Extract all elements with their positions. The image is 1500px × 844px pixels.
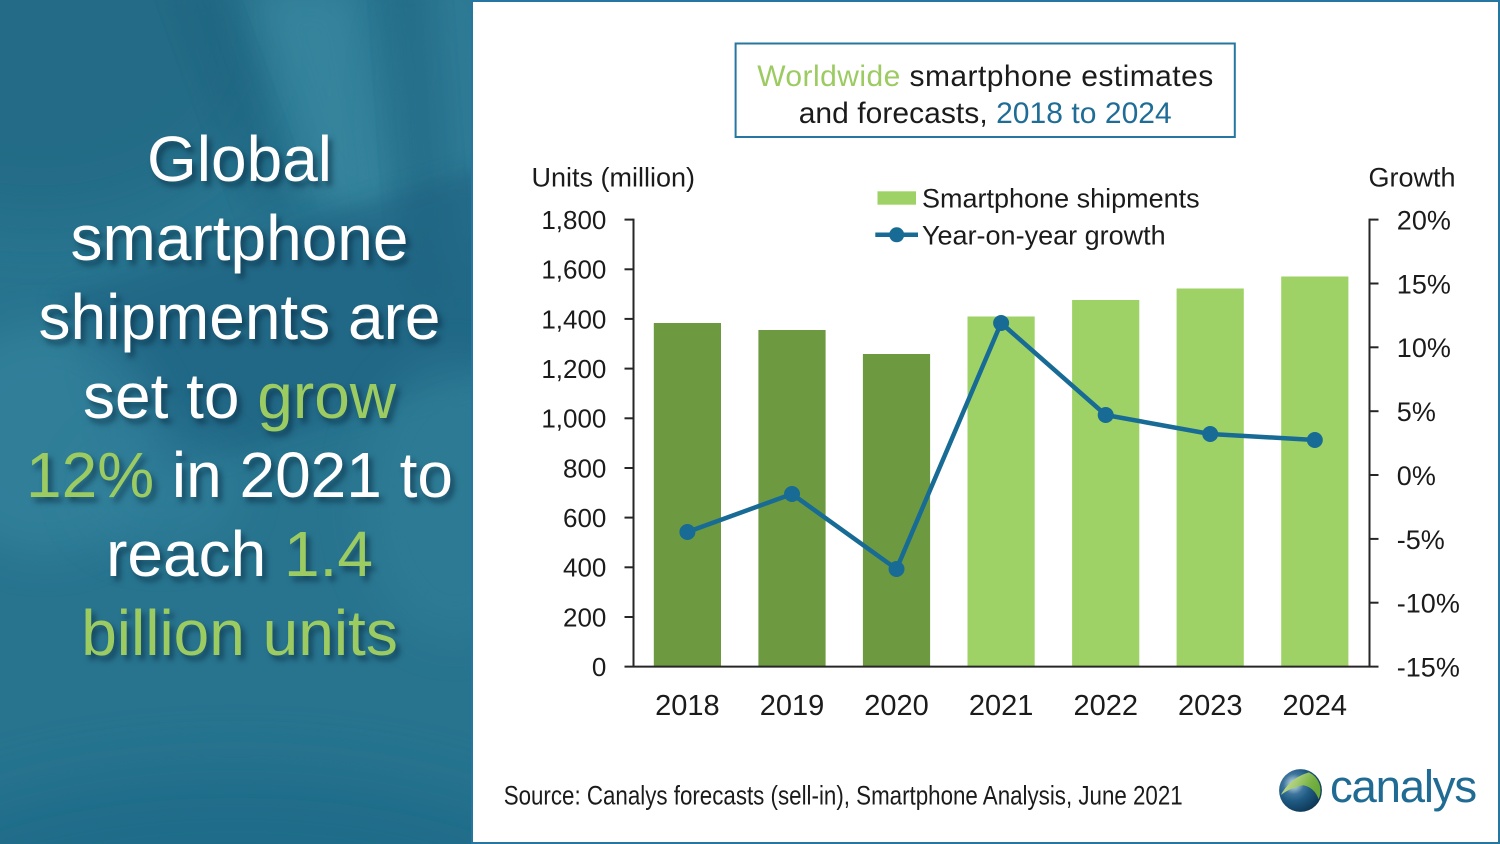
svg-text:-10%: -10% [1397, 589, 1460, 619]
svg-text:400: 400 [563, 553, 606, 583]
svg-text:Year-on-year growth: Year-on-year growth [922, 221, 1166, 251]
svg-text:200: 200 [563, 602, 606, 632]
svg-text:Growth: Growth [1368, 163, 1455, 193]
svg-text:600: 600 [563, 503, 606, 533]
svg-text:-15%: -15% [1397, 653, 1460, 683]
svg-text:canalys: canalys [1330, 761, 1476, 812]
svg-text:0: 0 [592, 652, 606, 682]
svg-text:10%: 10% [1397, 333, 1451, 363]
svg-text:5%: 5% [1397, 397, 1436, 427]
svg-text:20%: 20% [1397, 206, 1451, 236]
svg-text:2024: 2024 [1283, 690, 1348, 722]
svg-text:1,400: 1,400 [541, 304, 606, 334]
svg-text:Smartphone shipments: Smartphone shipments [922, 184, 1200, 214]
svg-text:2020: 2020 [864, 690, 929, 722]
svg-text:2021: 2021 [969, 690, 1034, 722]
svg-text:2022: 2022 [1073, 690, 1138, 722]
svg-text:2023: 2023 [1178, 690, 1243, 722]
svg-text:Units (million): Units (million) [532, 163, 696, 193]
svg-text:15%: 15% [1397, 269, 1451, 299]
svg-text:1,600: 1,600 [541, 255, 606, 285]
svg-text:-5%: -5% [1397, 525, 1445, 555]
svg-text:1,200: 1,200 [541, 354, 606, 384]
svg-text:and forecasts, 2018 to 2024: and forecasts, 2018 to 2024 [799, 97, 1172, 130]
svg-text:Worldwide smartphone estimates: Worldwide smartphone estimates [757, 60, 1213, 93]
svg-text:1,800: 1,800 [541, 205, 606, 235]
svg-text:Source: Canalys forecasts (sel: Source: Canalys forecasts (sell-in), Sma… [504, 780, 1183, 810]
svg-text:800: 800 [563, 453, 606, 483]
svg-text:1,000: 1,000 [541, 404, 606, 434]
svg-text:2018: 2018 [655, 690, 720, 722]
svg-text:2019: 2019 [760, 690, 825, 722]
svg-text:0%: 0% [1397, 461, 1436, 491]
